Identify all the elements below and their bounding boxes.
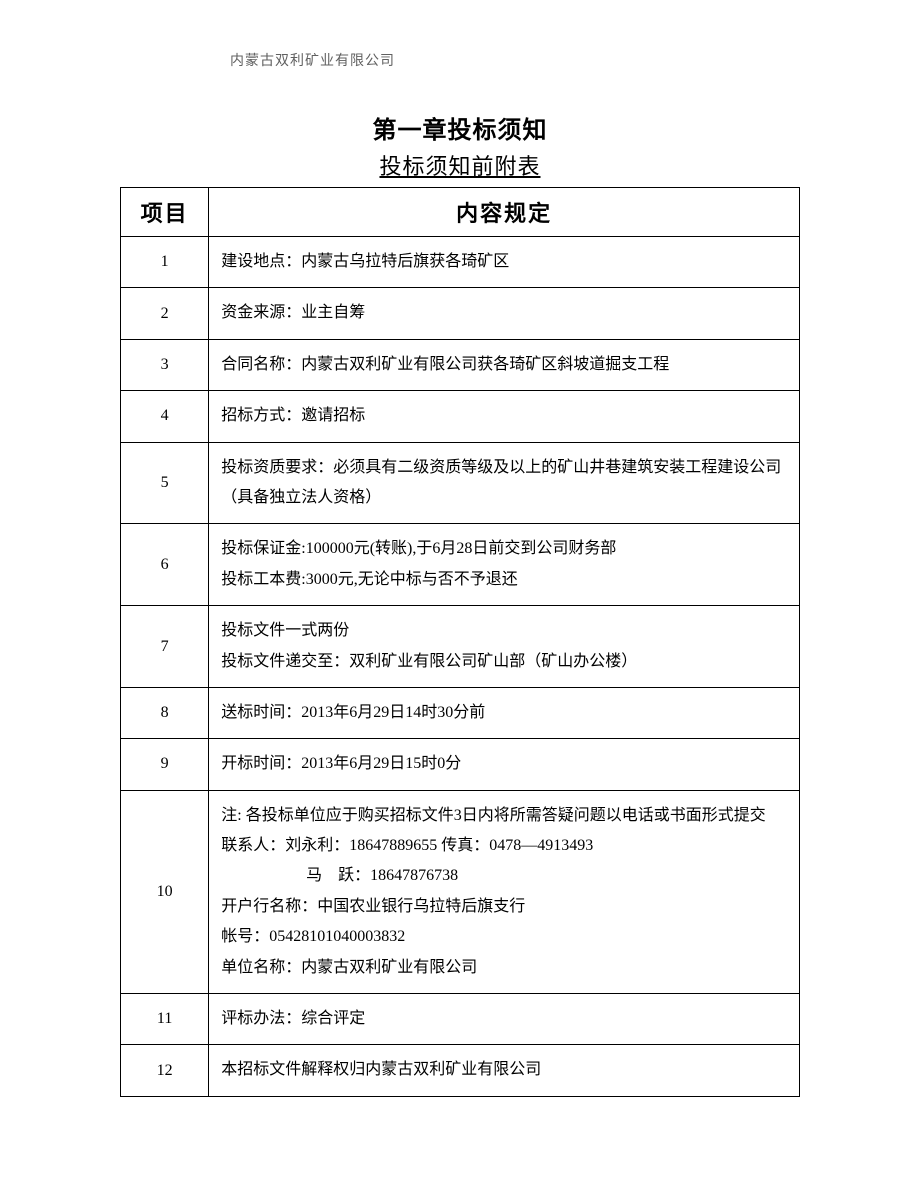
row-index: 11 xyxy=(121,994,209,1045)
content-line: 单位名称：内蒙古双利矿业有限公司 xyxy=(221,953,787,983)
row-index: 9 xyxy=(121,739,209,790)
content-line: 帐号：05428101040003832 xyxy=(221,922,787,952)
content-line: 投标资质要求：必须具有二级资质等级及以上的矿山井巷建筑安装工程建设公司（具备独立… xyxy=(221,453,787,514)
content-line: 联系人：刘永利：18647889655 传真：0478—4913493 xyxy=(221,831,787,861)
table-row: 9 开标时间：2013年6月29日15时0分 xyxy=(121,739,800,790)
content-line: 投标工本费:3000元,无论中标与否不予退还 xyxy=(221,565,787,595)
row-content: 投标保证金:100000元(转账),于6月28日前交到公司财务部投标工本费:30… xyxy=(209,524,800,606)
content-line: 本招标文件解释权归内蒙古双利矿业有限公司 xyxy=(221,1055,787,1085)
row-index: 6 xyxy=(121,524,209,606)
content-line: 合同名称：内蒙古双利矿业有限公司获各琦矿区斜坡道掘支工程 xyxy=(221,350,787,380)
content-line: 注: 各投标单位应于购买招标文件3日内将所需答疑问题以电话或书面形式提交 xyxy=(221,801,787,831)
table-row: 10注: 各投标单位应于购买招标文件3日内将所需答疑问题以电话或书面形式提交联系… xyxy=(121,790,800,993)
table-row: 3 合同名称：内蒙古双利矿业有限公司获各琦矿区斜坡道掘支工程 xyxy=(121,339,800,390)
content-line: 开标时间：2013年6月29日15时0分 xyxy=(221,749,787,779)
table-row: 6投标保证金:100000元(转账),于6月28日前交到公司财务部投标工本费:3… xyxy=(121,524,800,606)
row-index: 3 xyxy=(121,339,209,390)
table-row: 1 建设地点：内蒙古乌拉特后旗获各琦矿区 xyxy=(121,237,800,288)
row-content: 开标时间：2013年6月29日15时0分 xyxy=(209,739,800,790)
table-body: 1 建设地点：内蒙古乌拉特后旗获各琦矿区 2 资金来源：业主自筹 3 合同名称：内蒙古双利… xyxy=(121,237,800,1097)
table-header-row: 项目 内容规定 xyxy=(121,188,800,237)
content-line: 开户行名称：中国农业银行乌拉特后旗支行 xyxy=(221,892,787,922)
table-row: 11 评标办法：综合评定 xyxy=(121,994,800,1045)
row-index: 4 xyxy=(121,391,209,442)
row-content: 招标方式：邀请招标 xyxy=(209,391,800,442)
content-line: 送标时间：2013年6月29日14时30分前 xyxy=(221,698,787,728)
content-line: 马 跃：18647876738 xyxy=(221,861,787,891)
row-index: 10 xyxy=(121,790,209,993)
chapter-title: 第一章投标须知 xyxy=(120,110,800,145)
content-line: 投标保证金:100000元(转账),于6月28日前交到公司财务部 xyxy=(221,534,787,564)
row-index: 7 xyxy=(121,606,209,688)
row-content: 投标文件一式两份投标文件递交至：双利矿业有限公司矿山部（矿山办公楼） xyxy=(209,606,800,688)
row-content: 注: 各投标单位应于购买招标文件3日内将所需答疑问题以电话或书面形式提交联系人：… xyxy=(209,790,800,993)
row-index: 5 xyxy=(121,442,209,524)
row-index: 12 xyxy=(121,1045,209,1096)
row-content: 本招标文件解释权归内蒙古双利矿业有限公司 xyxy=(209,1045,800,1096)
col-header-item: 项目 xyxy=(121,188,209,237)
table-row: 4 招标方式：邀请招标 xyxy=(121,391,800,442)
document-page: 内蒙古双利矿业有限公司 第一章投标须知 投标须知前附表 项目 内容规定 1 建设地… xyxy=(0,0,920,1157)
col-header-content: 内容规定 xyxy=(209,188,800,237)
row-content: 建设地点：内蒙古乌拉特后旗获各琦矿区 xyxy=(209,237,800,288)
row-index: 8 xyxy=(121,687,209,738)
table-row: 5投标资质要求：必须具有二级资质等级及以上的矿山井巷建筑安装工程建设公司（具备独… xyxy=(121,442,800,524)
content-line: 建设地点：内蒙古乌拉特后旗获各琦矿区 xyxy=(221,247,787,277)
content-line: 招标方式：邀请招标 xyxy=(221,401,787,431)
content-line: 评标办法：综合评定 xyxy=(221,1004,787,1034)
header-company-name: 内蒙古双利矿业有限公司 xyxy=(230,50,800,70)
row-content: 合同名称：内蒙古双利矿业有限公司获各琦矿区斜坡道掘支工程 xyxy=(209,339,800,390)
table-row: 2 资金来源：业主自筹 xyxy=(121,288,800,339)
content-line: 资金来源：业主自筹 xyxy=(221,298,787,328)
subtitle: 投标须知前附表 xyxy=(120,149,800,181)
content-line: 投标文件递交至：双利矿业有限公司矿山部（矿山办公楼） xyxy=(221,647,787,677)
row-content: 送标时间：2013年6月29日14时30分前 xyxy=(209,687,800,738)
row-content: 评标办法：综合评定 xyxy=(209,994,800,1045)
row-content: 投标资质要求：必须具有二级资质等级及以上的矿山井巷建筑安装工程建设公司（具备独立… xyxy=(209,442,800,524)
table-row: 7投标文件一式两份投标文件递交至：双利矿业有限公司矿山部（矿山办公楼） xyxy=(121,606,800,688)
row-content: 资金来源：业主自筹 xyxy=(209,288,800,339)
table-row: 8 送标时间：2013年6月29日14时30分前 xyxy=(121,687,800,738)
table-row: 12 本招标文件解释权归内蒙古双利矿业有限公司 xyxy=(121,1045,800,1096)
row-index: 2 xyxy=(121,288,209,339)
bid-notice-table: 项目 内容规定 1 建设地点：内蒙古乌拉特后旗获各琦矿区 2 资金来源：业主自筹 3 合同… xyxy=(120,187,800,1097)
row-index: 1 xyxy=(121,237,209,288)
content-line: 投标文件一式两份 xyxy=(221,616,787,646)
